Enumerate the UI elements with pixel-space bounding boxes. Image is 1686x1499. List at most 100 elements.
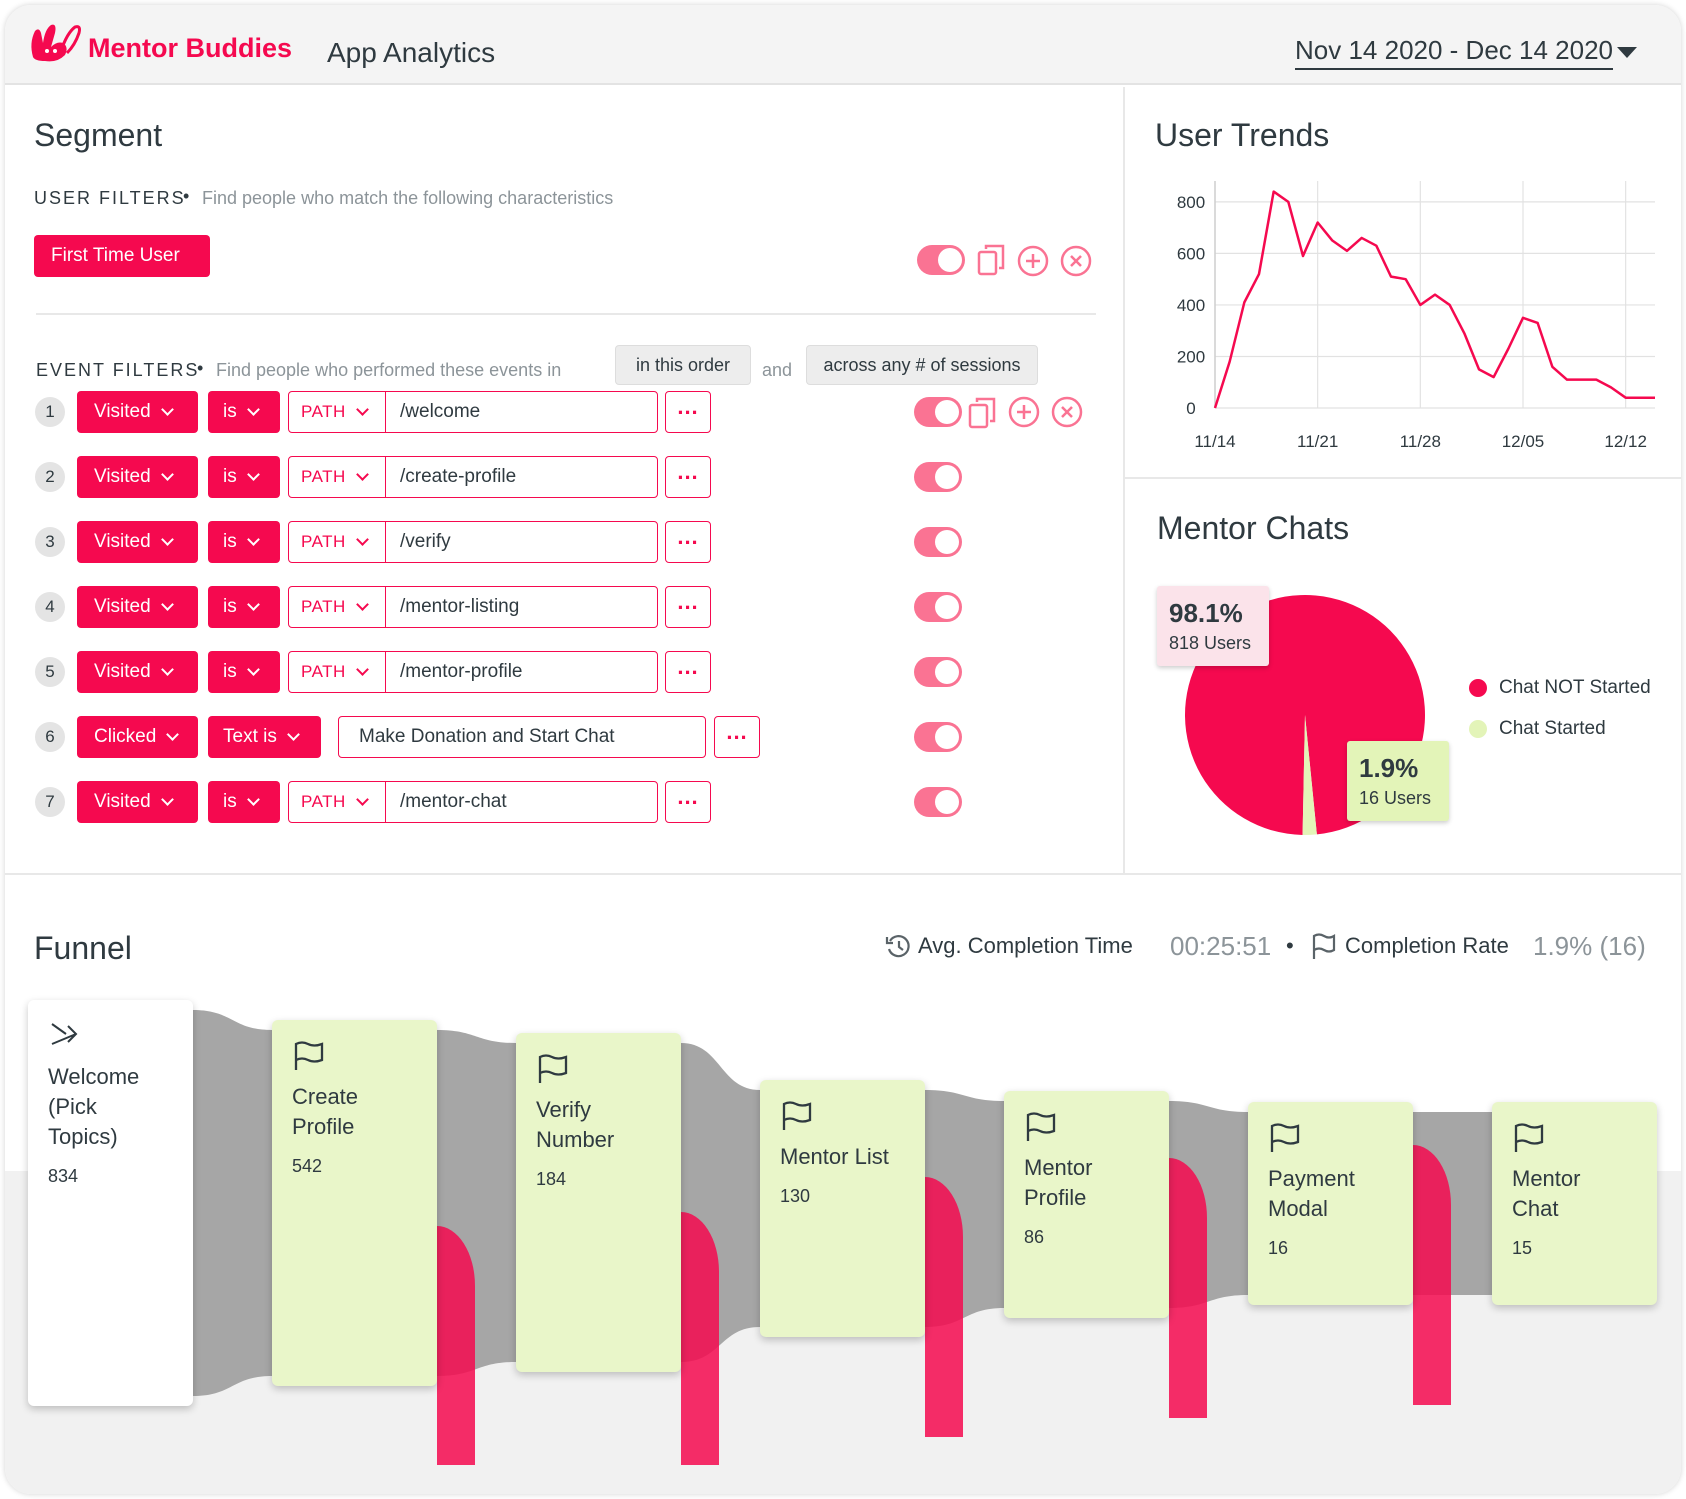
funnel-title: Funnel <box>34 930 132 966</box>
event-toggle[interactable] <box>914 592 962 622</box>
funnel-step-count: 15 <box>1512 1238 1533 1258</box>
event-toggle[interactable] <box>914 527 962 557</box>
funnel-step-card[interactable]: Mentor Profile 86 <box>1004 1091 1169 1318</box>
more-options-button[interactable]: ... <box>665 651 711 693</box>
legend-dot <box>1469 679 1487 697</box>
order-selector[interactable]: in this order <box>615 345 751 385</box>
path-field[interactable]: PATH/create-profile <box>288 456 658 498</box>
funnel-step-count: 16 <box>1268 1238 1289 1258</box>
pie-percent: 1.9% <box>1359 753 1419 783</box>
more-options-button[interactable]: ... <box>665 391 711 433</box>
more-options-button[interactable]: ... <box>714 716 760 758</box>
y-tick-label: 400 <box>1177 296 1205 315</box>
path-field[interactable]: PATH/verify <box>288 521 658 563</box>
chevron-down-icon <box>160 793 174 806</box>
pie-slice <box>1302 715 1317 835</box>
entry-arrow-icon <box>51 1023 78 1045</box>
remove-icon[interactable] <box>1060 245 1092 277</box>
avg-completion-label: Avg. Completion Time <box>918 933 1133 958</box>
event-action-select[interactable]: Visited <box>77 651 198 693</box>
path-type-select[interactable]: PATH <box>289 782 386 822</box>
path-type-select[interactable]: PATH <box>289 392 386 432</box>
x-tick-label: 11/14 <box>1194 432 1235 451</box>
sessions-selector[interactable]: across any # of sessions <box>806 345 1038 385</box>
funnel-step-card[interactable]: Payment Modal 16 <box>1248 1102 1413 1305</box>
path-value-input[interactable]: /mentor-chat <box>400 791 507 812</box>
completion-rate-label: Completion Rate <box>1345 933 1509 958</box>
event-operator-select[interactable]: is <box>208 391 280 433</box>
path-type-select[interactable]: PATH <box>289 457 386 497</box>
path-type-label: PATH <box>301 662 346 681</box>
pie-percent: 98.1% <box>1169 598 1243 628</box>
event-operator-select[interactable]: is <box>208 586 280 628</box>
funnel-step-card[interactable]: Mentor List 130 <box>760 1080 925 1337</box>
event-step-number: 4 <box>35 592 65 622</box>
more-options-button[interactable]: ... <box>665 521 711 563</box>
path-value-input[interactable]: /mentor-profile <box>400 661 523 682</box>
event-toggle[interactable] <box>914 722 962 752</box>
first-time-user-chip[interactable]: First Time User <box>34 235 210 277</box>
path-type-label: PATH <box>301 402 346 421</box>
chevron-down-icon <box>355 403 369 416</box>
path-type-select[interactable]: PATH <box>289 652 386 692</box>
date-range-picker[interactable]: Nov 14 2020 - Dec 14 2020 <box>1295 35 1613 70</box>
chevron-down-icon <box>246 533 260 546</box>
event-operator-select[interactable]: is <box>208 456 280 498</box>
add-icon[interactable] <box>1017 245 1049 277</box>
funnel-dropoff <box>681 1212 719 1465</box>
event-operator-select[interactable]: is <box>208 781 280 823</box>
event-action-select[interactable]: Visited <box>77 781 198 823</box>
event-step-number: 7 <box>35 787 65 817</box>
funnel-step-count: 86 <box>1024 1227 1045 1247</box>
event-operator-select[interactable]: is <box>208 651 280 693</box>
add-icon[interactable] <box>1008 396 1040 430</box>
path-value-input[interactable]: /mentor-listing <box>400 596 520 617</box>
funnel-dropoff <box>1169 1158 1207 1418</box>
event-toggle[interactable] <box>914 462 962 492</box>
copy-icon[interactable] <box>968 396 1000 430</box>
y-tick-label: 0 <box>1186 399 1195 418</box>
chevron-down-icon <box>246 468 260 481</box>
text-value-input[interactable]: Make Donation and Start Chat <box>338 716 706 758</box>
funnel-step-card[interactable]: Welcome (Pick Topics) 834 <box>28 1000 193 1406</box>
remove-icon[interactable] <box>1051 396 1083 430</box>
path-field[interactable]: PATH/mentor-listing <box>288 586 658 628</box>
more-options-button[interactable]: ... <box>665 586 711 628</box>
path-field[interactable]: PATH/welcome <box>288 391 658 433</box>
funnel-step-card[interactable]: Create Profile 542 <box>272 1020 437 1386</box>
pie-users: 818 Users <box>1169 633 1252 653</box>
event-action-select[interactable]: Visited <box>77 456 198 498</box>
path-value-input[interactable]: /create-profile <box>400 466 517 487</box>
funnel-step-count: 184 <box>536 1169 567 1189</box>
funnel-dropoff <box>925 1177 963 1437</box>
chevron-down-icon <box>355 533 369 546</box>
path-type-select[interactable]: PATH <box>289 522 386 562</box>
event-action-select[interactable]: Visited <box>77 521 198 563</box>
path-field[interactable]: PATH/mentor-profile <box>288 651 658 693</box>
bullet-dot: • <box>183 186 190 206</box>
caret-down-icon[interactable] <box>1617 47 1637 58</box>
chevron-down-icon <box>246 793 260 806</box>
path-type-select[interactable]: PATH <box>289 587 386 627</box>
funnel-step-card[interactable]: Verify Number 184 <box>516 1033 681 1372</box>
more-options-button[interactable]: ... <box>665 456 711 498</box>
copy-icon[interactable] <box>977 243 1007 277</box>
path-value-input[interactable]: /welcome <box>400 401 481 422</box>
event-step-number: 1 <box>35 397 65 427</box>
event-toggle[interactable] <box>914 787 962 817</box>
user-filters-label: USER FILTERS <box>34 188 186 208</box>
event-action-select[interactable]: Visited <box>77 391 198 433</box>
event-action-select[interactable]: Visited <box>77 586 198 628</box>
path-field[interactable]: PATH/mentor-chat <box>288 781 658 823</box>
event-operator-select[interactable]: Text is <box>208 716 321 758</box>
path-value-input[interactable]: /verify <box>400 531 451 552</box>
event-toggle[interactable] <box>914 657 962 687</box>
event-operator-select[interactable]: is <box>208 521 280 563</box>
more-options-button[interactable]: ... <box>665 781 711 823</box>
event-action-select[interactable]: Clicked <box>77 716 198 758</box>
event-toggle[interactable] <box>914 397 962 427</box>
funnel-step-card[interactable]: Mentor Chat 15 <box>1492 1102 1657 1305</box>
chevron-down-icon <box>160 598 174 611</box>
user-filter-toggle[interactable] <box>917 245 965 275</box>
